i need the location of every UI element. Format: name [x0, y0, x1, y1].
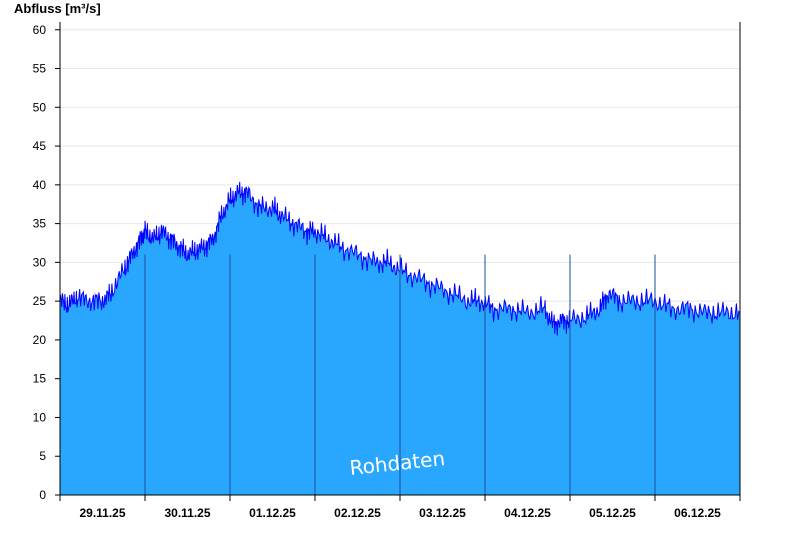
y-tick-label: 45: [33, 139, 47, 153]
x-tick-label: 04.12.25: [504, 506, 551, 520]
y-tick-label: 55: [33, 62, 47, 76]
x-tick-label: 05.12.25: [589, 506, 636, 520]
x-ticks: 29.11.25 30.11.25 01.12.25 02.12.25 03.12.25…: [59, 495, 741, 520]
x-tick-label: 29.11.25: [79, 506, 125, 520]
y-tick-label: 20: [33, 333, 47, 347]
y-axis-label: Abfluss [m³/s]: [14, 1, 101, 16]
y-tick-label: 15: [33, 372, 47, 386]
x-tick-label: 30.11.25: [164, 506, 210, 520]
x-tick-label: 06.12.25: [674, 506, 721, 520]
y-tick-label: 0: [39, 488, 46, 502]
y-ticks: 0 5 10 15 20 25 30 35 40 45 50 55 60: [33, 23, 60, 502]
x-tick-label: 03.12.25: [419, 506, 466, 520]
y-tick-label: 25: [33, 294, 47, 308]
y-tick-label: 5: [39, 449, 46, 463]
y-tick-label: 50: [33, 100, 47, 114]
y-tick-label: 30: [33, 255, 47, 269]
y-tick-label: 60: [33, 23, 47, 37]
day-separators: [144, 254, 656, 495]
y-tick-label: 35: [33, 217, 47, 231]
y-tick-label: 10: [33, 410, 47, 424]
x-tick-label: 02.12.25: [334, 506, 381, 520]
y-tick-label: 40: [33, 178, 47, 192]
discharge-line: [59, 181, 741, 336]
x-tick-label: 01.12.25: [249, 506, 296, 520]
